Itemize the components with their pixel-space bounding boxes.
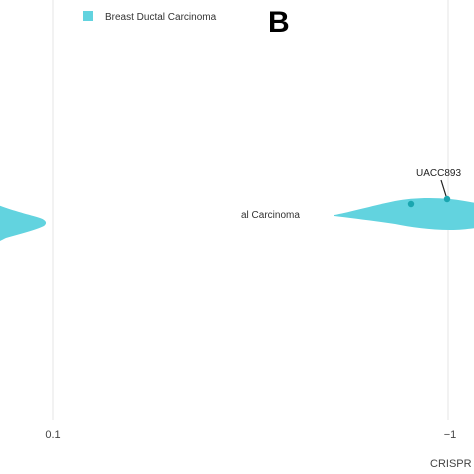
legend-label: Breast Ductal Carcinoma	[105, 12, 217, 23]
violin-shape-right	[334, 197, 474, 230]
data-point-uacc893	[443, 195, 451, 203]
annotation-leader	[440, 179, 447, 197]
x-tick-label-0: 0.1	[45, 429, 60, 441]
violin-shape-left	[0, 205, 47, 241]
legend-swatch	[83, 11, 93, 21]
annotation-label: UACC893	[416, 168, 461, 179]
x-tick-label-1: −1	[444, 429, 457, 441]
category-label: al Carcinoma	[241, 210, 300, 221]
panel-letter: B	[268, 6, 290, 39]
x-axis-title: CRISPR	[430, 458, 472, 470]
data-point-1	[407, 200, 415, 208]
